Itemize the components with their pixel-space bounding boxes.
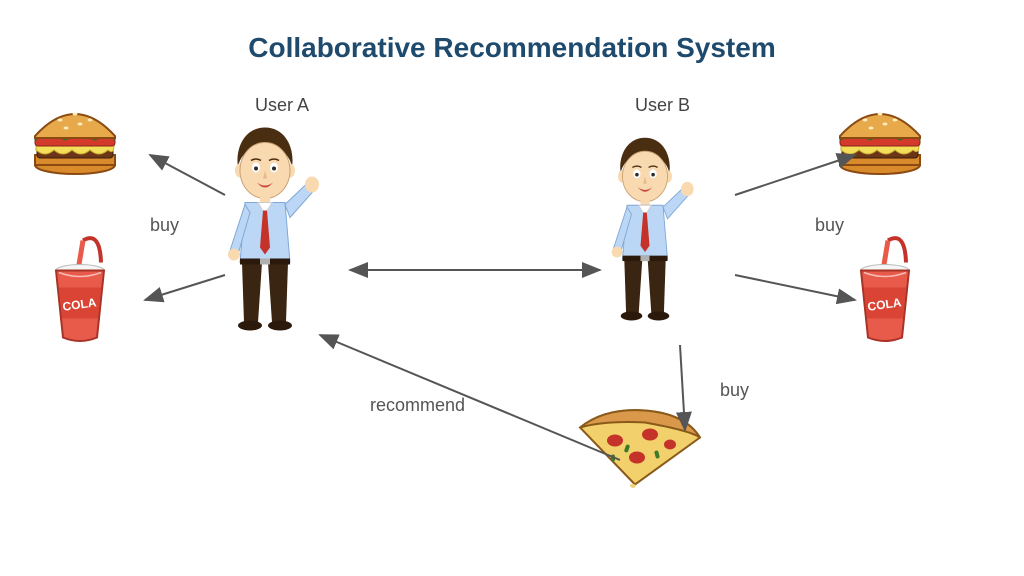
buy-label-right: buy bbox=[815, 215, 844, 236]
soda-right-icon: COLA bbox=[850, 233, 920, 348]
recommend-label: recommend bbox=[370, 395, 465, 416]
buy-label-pizza: buy bbox=[720, 380, 749, 401]
pizza-icon bbox=[575, 403, 705, 498]
diagram-title: Collaborative Recommendation System bbox=[0, 32, 1024, 64]
user-b-icon bbox=[596, 133, 695, 327]
user-a-icon bbox=[210, 123, 320, 338]
burger-right-icon bbox=[835, 100, 925, 180]
soda-left-icon: COLA bbox=[45, 233, 115, 348]
burger-left-icon bbox=[30, 100, 120, 180]
user-a-label: User A bbox=[255, 95, 309, 116]
user-b-label: User B bbox=[635, 95, 690, 116]
buy-label-left: buy bbox=[150, 215, 179, 236]
